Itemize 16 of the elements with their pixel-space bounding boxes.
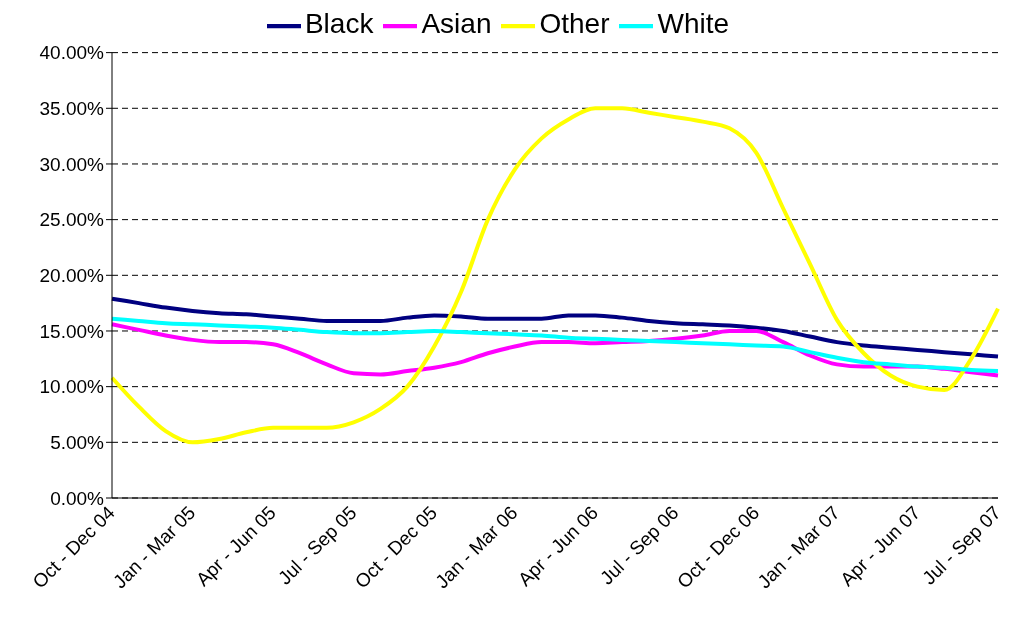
y-tick-label: 15.00% xyxy=(39,320,105,342)
y-tick-label: 20.00% xyxy=(39,265,105,287)
y-tick-label: 30.00% xyxy=(39,153,105,175)
line-series xyxy=(110,296,1000,359)
legend-label: Black xyxy=(304,8,374,39)
y-tick-label: 35.00% xyxy=(39,98,105,120)
legend-label: White xyxy=(657,8,730,39)
y-tick-label: 40.00% xyxy=(39,42,105,64)
y-tick-label: 0.00% xyxy=(50,487,105,509)
legend-label: Other xyxy=(539,8,610,39)
y-tick-label: 25.00% xyxy=(39,209,105,231)
y-tick-label: 10.00% xyxy=(39,376,105,398)
line-series xyxy=(110,316,1000,374)
legend-label: Asian xyxy=(421,8,492,39)
line-series xyxy=(110,106,1000,445)
y-tick-label: 5.00% xyxy=(50,432,105,454)
